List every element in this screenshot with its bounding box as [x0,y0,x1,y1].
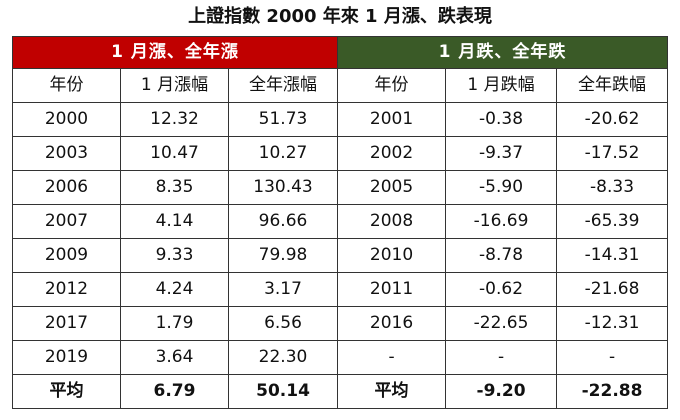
table-cell: 2009 [12,238,121,273]
table-cell: 10.47 [120,136,229,171]
table-cell: -9.37 [445,136,558,171]
table-cell: -21.68 [556,272,669,307]
table-cell: 8.35 [120,170,229,205]
table-cell: 1.79 [120,306,229,341]
table-cell: 10.27 [227,136,339,171]
table-cell: 2017 [12,306,121,341]
table-row: 2009 9.33 79.98 2010 -8.78 -14.31 [12,238,669,273]
table-cell: -8.33 [556,170,669,205]
column-header: 1 月跌幅 [445,68,558,103]
table-cell: -12.31 [556,306,669,341]
table-row: 2000 12.32 51.73 2001 -0.38 -20.62 [12,102,669,137]
table-cell: 2000 [12,102,121,137]
table-row: 2003 10.47 10.27 2002 -9.37 -17.52 [12,136,669,171]
table-cell: - [445,340,558,375]
table-cell: -20.62 [556,102,669,137]
group-header-down: 1 月跌、全年跌 [337,36,669,69]
table-row: 2017 1.79 6.56 2016 -22.65 -12.31 [12,306,669,341]
table-cell: 4.24 [120,272,229,307]
column-header: 1 月漲幅 [120,68,229,103]
table-cell: -0.62 [445,272,558,307]
table-cell: 3.17 [227,272,339,307]
table-cell: 2016 [337,306,447,341]
table-cell: -16.69 [445,204,558,239]
table-cell: 51.73 [227,102,339,137]
table-cell: -8.78 [445,238,558,273]
table-cell: 2019 [12,340,121,375]
table-cell: 2005 [337,170,447,205]
table-cell: 2012 [12,272,121,307]
table-cell: -17.52 [556,136,669,171]
table-cell: 3.64 [120,340,229,375]
table-cell: 2001 [337,102,447,137]
table-cell: 2003 [12,136,121,171]
table-row: 2007 4.14 96.66 2008 -16.69 -65.39 [12,204,669,239]
table-cell: 4.14 [120,204,229,239]
column-header: 全年跌幅 [556,68,669,103]
table-cell: 2008 [337,204,447,239]
column-header-row: 年份 1 月漲幅 全年漲幅 年份 1 月跌幅 全年跌幅 [12,68,669,103]
table-cell: -14.31 [556,238,669,273]
average-cell: 50.14 [227,374,339,409]
table-cell: 130.43 [227,170,339,205]
average-row: 平均 6.79 50.14 平均 -9.20 -22.88 [12,374,669,409]
average-cell: -22.88 [556,374,669,409]
column-header: 年份 [12,68,121,103]
table-cell: 2011 [337,272,447,307]
table-cell: -5.90 [445,170,558,205]
table-cell: -22.65 [445,306,558,341]
average-cell: -9.20 [445,374,558,409]
table-cell: 12.32 [120,102,229,137]
table-cell: - [337,340,447,375]
column-header: 全年漲幅 [227,68,339,103]
group-header-up: 1 月漲、全年漲 [11,36,339,69]
table-cell: 96.66 [227,204,339,239]
average-cell: 平均 [337,374,447,409]
group-header-row: 1 月漲、全年漲 1 月跌、全年跌 [11,36,669,69]
average-cell: 6.79 [120,374,229,409]
table-cell: - [556,340,669,375]
table-cell: 2002 [337,136,447,171]
table-cell: 22.30 [227,340,339,375]
table-cell: 79.98 [227,238,339,273]
table-cell: 9.33 [120,238,229,273]
table-cell: -65.39 [556,204,669,239]
table-row: 2012 4.24 3.17 2011 -0.62 -21.68 [12,272,669,307]
page-title: 上證指數 2000 年來 1 月漲、跌表現 [188,6,492,27]
table-cell: 6.56 [227,306,339,341]
january-performance-table: 1 月漲、全年漲 1 月跌、全年跌 年份 1 月漲幅 全年漲幅 年份 1 月跌幅… [11,36,669,409]
table-row: 2019 3.64 22.30- - - [12,340,669,375]
table-cell: -0.38 [445,102,558,137]
average-cell: 平均 [12,374,121,409]
column-header: 年份 [337,68,447,103]
table-row: 2006 8.35 130.43 2005 -5.90 -8.33 [12,170,669,205]
table-cell: 2007 [12,204,121,239]
table-cell: 2006 [12,170,121,205]
table-cell: 2010 [337,238,447,273]
